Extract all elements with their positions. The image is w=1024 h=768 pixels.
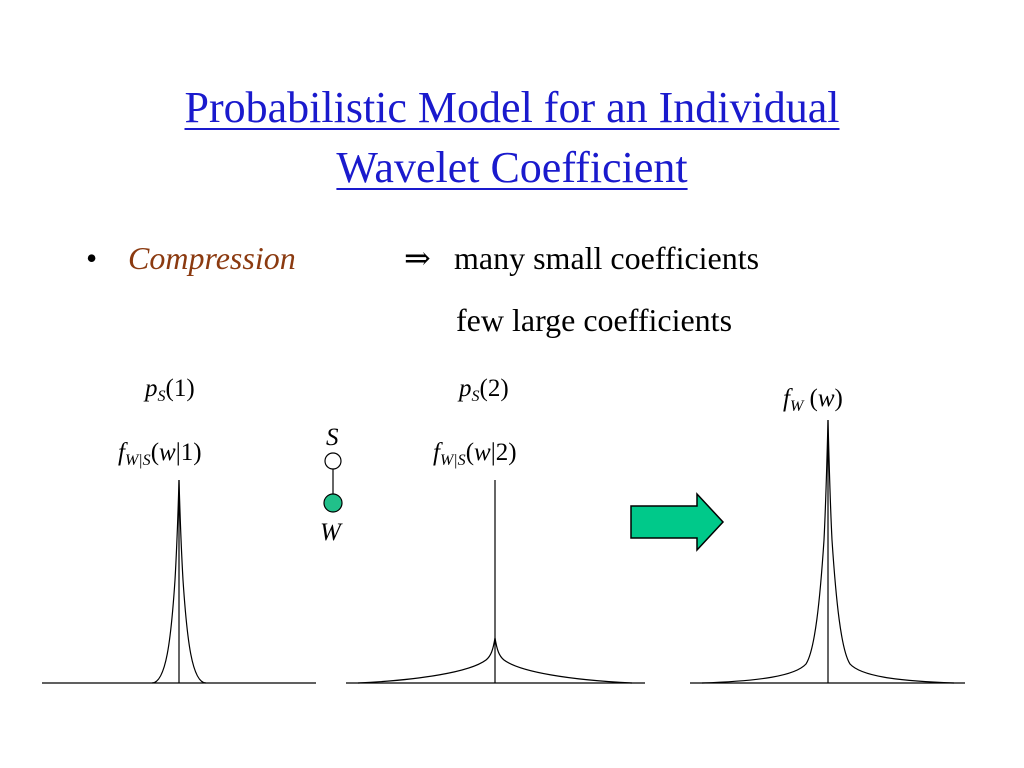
bullet-keyword: Compression — [128, 240, 296, 276]
bullet-text-line-1: many small coefficients — [454, 240, 760, 276]
slide-title: Probabilistic Model for an Individual Wa… — [0, 78, 1024, 198]
plot2-curve — [357, 637, 633, 684]
label-f-w-given-s-2: fW|S(w|2) — [433, 439, 517, 469]
coefficient-node — [323, 493, 343, 513]
bullet-symbol: • — [86, 240, 98, 276]
plot-wide-density — [346, 480, 645, 684]
graphical-model — [323, 452, 343, 513]
implies-symbol: ⇒ — [404, 240, 431, 276]
plot-mixture-density — [690, 419, 965, 684]
plot3-curve — [701, 419, 955, 684]
title-line-2: Wavelet Coefficient — [336, 143, 688, 192]
node-label-w: W — [320, 519, 341, 546]
title-line-1: Probabilistic Model for an Individual — [184, 83, 840, 132]
label-f-w: fW (w) — [783, 385, 843, 415]
node-label-s: S — [326, 424, 339, 451]
green-arrow-icon — [630, 492, 725, 552]
bullet-text-line-2: few large coefficients — [456, 302, 733, 338]
plot1-curve — [151, 479, 207, 684]
plot-narrow-density — [42, 479, 316, 684]
label-f-w-given-s-1: fW|S(w|1) — [118, 439, 202, 469]
label-p-s-1: pS(1) — [145, 375, 195, 405]
label-p-s-2: pS(2) — [459, 375, 509, 405]
state-node — [324, 452, 342, 470]
